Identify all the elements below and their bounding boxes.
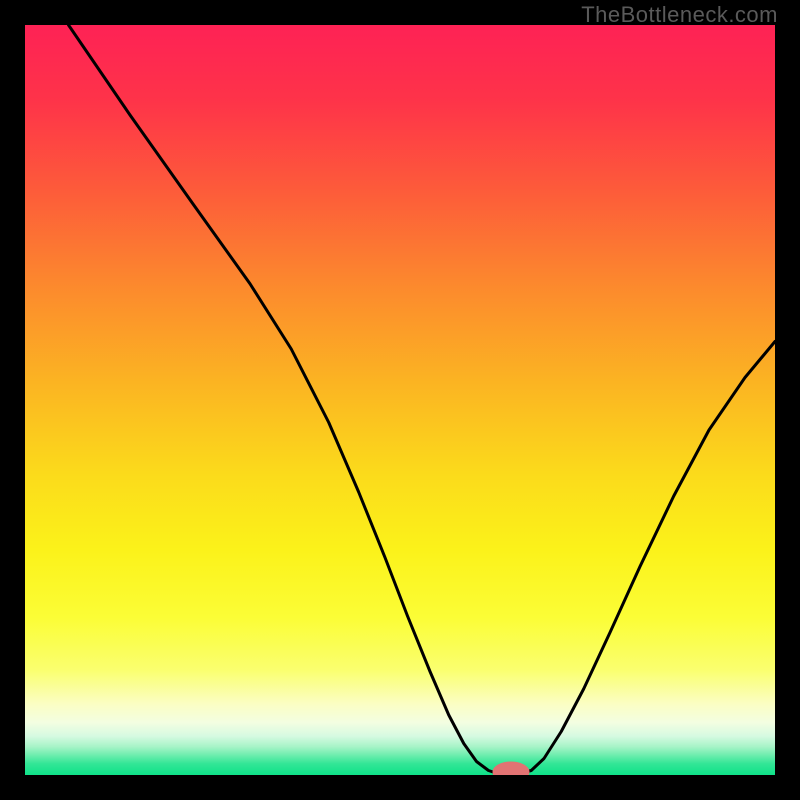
gradient-background	[25, 25, 775, 775]
watermark-text: TheBottleneck.com	[581, 2, 778, 28]
plot-area	[25, 25, 775, 775]
gradient-rect	[25, 25, 775, 775]
